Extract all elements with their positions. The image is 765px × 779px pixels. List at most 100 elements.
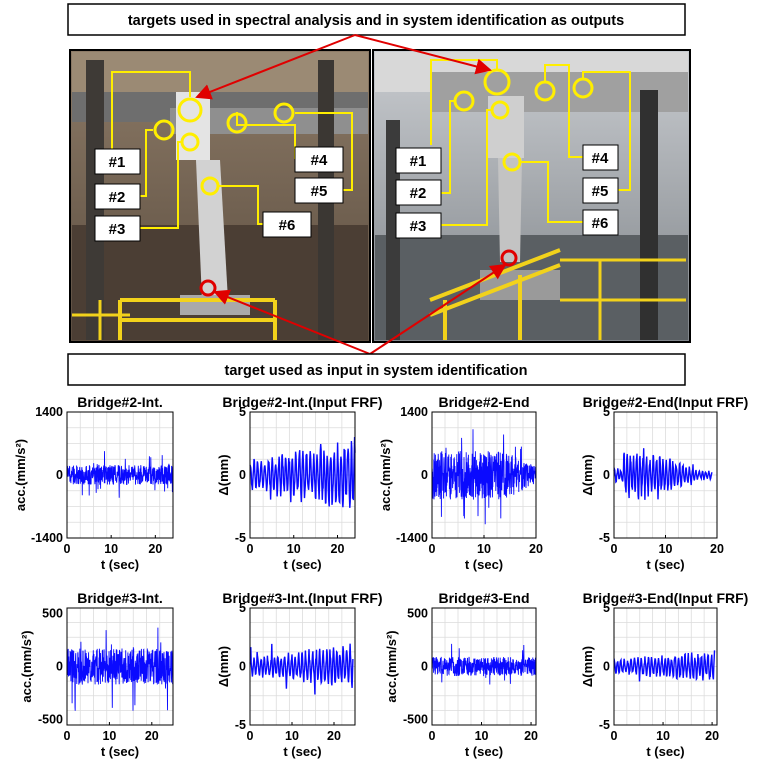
- chart-panel-4: Bridge#2-End(Input FRF)0 10 20t (sec)-505Δ…: [580, 394, 748, 572]
- photo-labels-left: #1 #2 #3 #4 #5 #6: [94, 146, 344, 242]
- callout-arrows: [195, 34, 507, 355]
- x-tick-label: 0: [611, 729, 618, 743]
- x-tick-label: 20: [524, 729, 538, 743]
- x-axis-label: t (sec): [646, 557, 684, 572]
- x-tick-label: 10: [656, 729, 670, 743]
- y-axis-label: acc.(mm/s²): [384, 630, 399, 702]
- x-tick-label: 0: [429, 729, 436, 743]
- signal-line: [249, 436, 356, 508]
- x-axis-label: t (sec): [283, 744, 321, 759]
- x-tick-label: 10: [659, 542, 673, 556]
- y-axis-label: acc.(mm/s²): [378, 439, 393, 511]
- y-tick-label: -5: [599, 718, 610, 732]
- y-tick-label: 5: [239, 405, 246, 419]
- chart-title: Bridge#3-Int.: [77, 590, 163, 606]
- x-tick-label: 0: [247, 542, 254, 556]
- y-tick-label: 500: [407, 606, 428, 620]
- x-tick-label: 10: [475, 729, 489, 743]
- axes-box: [249, 607, 356, 726]
- x-tick-label: 0: [64, 729, 71, 743]
- signal-line: [613, 448, 713, 500]
- y-tick-label: 0: [239, 660, 246, 674]
- label-1-right: #1: [410, 153, 427, 170]
- signal-line: [249, 643, 354, 695]
- y-tick-label: -5: [599, 531, 610, 545]
- signal-line: [613, 650, 716, 682]
- x-tick-label: 10: [287, 542, 301, 556]
- x-axis-label: t (sec): [646, 744, 684, 759]
- photo-labels-right: #1 #2 #3 #4 #5 #6: [395, 144, 619, 239]
- x-tick-label: 0: [611, 542, 618, 556]
- x-tick-label: 0: [64, 542, 71, 556]
- y-tick-label: 500: [42, 606, 63, 620]
- x-tick-label: 10: [104, 542, 118, 556]
- axes-box: [66, 607, 174, 726]
- y-tick-label: -500: [38, 713, 63, 727]
- signal-line: [431, 643, 537, 685]
- label-3-left: #3: [109, 221, 126, 238]
- chart-title: Bridge#3-End(Input FRF): [583, 590, 749, 606]
- y-tick-label: -5: [235, 531, 246, 545]
- label-6-left: #6: [279, 217, 296, 234]
- label-2-right: #2: [410, 185, 427, 202]
- chart-title: Bridge#2-Int.(Input FRF): [222, 394, 382, 410]
- label-4-left: #4: [311, 152, 328, 169]
- chart-panel-8: Bridge#3-End(Input FRF)0 10 20t (sec)-505Δ…: [580, 590, 748, 759]
- bottom-callout: target used as input in system identific…: [67, 353, 686, 386]
- x-tick-label: 20: [145, 729, 159, 743]
- y-axis-label: Δ(mm): [580, 454, 595, 495]
- y-tick-label: 0: [239, 468, 246, 482]
- y-axis-label: Δ(mm): [216, 646, 231, 687]
- top-callout: targets used in spectral analysis and in…: [67, 3, 686, 36]
- y-tick-label: 0: [56, 660, 63, 674]
- y-tick-label: 1400: [35, 405, 63, 419]
- signal-line: [431, 429, 537, 525]
- y-tick-label: -500: [403, 713, 428, 727]
- label-5-right: #5: [592, 183, 609, 200]
- y-tick-label: 0: [421, 468, 428, 482]
- bottom-callout-text: target used as input in system identific…: [225, 363, 528, 379]
- x-tick-label: 0: [429, 542, 436, 556]
- x-tick-label: 20: [148, 542, 162, 556]
- y-tick-label: 1400: [400, 405, 428, 419]
- label-2-left: #2: [109, 189, 126, 206]
- x-axis-label: t (sec): [465, 557, 503, 572]
- label-5-left: #5: [311, 183, 328, 200]
- axes-box: [66, 411, 174, 539]
- y-tick-label: -1400: [396, 531, 428, 545]
- label-3-right: #3: [410, 218, 427, 235]
- chart-panel-6: Bridge#3-Int.(Input FRF)0 10 20t (sec)-505…: [216, 590, 383, 759]
- y-tick-label: 0: [603, 660, 610, 674]
- x-tick-label: 20: [710, 542, 724, 556]
- chart-title: Bridge#3-End: [438, 590, 529, 606]
- x-tick-label: 20: [705, 729, 719, 743]
- top-callout-text: targets used in spectral analysis and in…: [128, 13, 624, 29]
- x-tick-label: 10: [285, 729, 299, 743]
- x-tick-label: 10: [477, 542, 491, 556]
- y-axis-label: Δ(mm): [216, 454, 231, 495]
- y-tick-label: 5: [239, 601, 246, 615]
- axes-box: [431, 607, 537, 726]
- label-6-right: #6: [592, 215, 609, 232]
- signal-line: [66, 451, 174, 498]
- x-axis-label: t (sec): [101, 744, 139, 759]
- y-tick-label: 5: [603, 405, 610, 419]
- y-tick-label: 0: [56, 468, 63, 482]
- x-tick-label: 0: [247, 729, 254, 743]
- y-tick-label: 0: [603, 468, 610, 482]
- chart-panel-1: Bridge#2-Int.0 10 20t (sec)-140001400acc.(…: [13, 394, 174, 572]
- y-tick-label: 5: [603, 601, 610, 615]
- x-axis-label: t (sec): [465, 744, 503, 759]
- y-tick-label: -5: [235, 718, 246, 732]
- chart-title: Bridge#2-End(Input FRF): [583, 394, 749, 410]
- chart-title: Bridge#2-End: [438, 394, 529, 410]
- chart-title: Bridge#2-Int.: [77, 394, 163, 410]
- y-axis-label: acc.(mm/s²): [13, 439, 28, 511]
- label-1-left: #1: [109, 154, 126, 171]
- chart-panel-2: Bridge#2-Int.(Input FRF)0 10 20t (sec)-505…: [216, 394, 383, 572]
- x-tick-label: 20: [327, 729, 341, 743]
- y-axis-label: Δ(mm): [580, 646, 595, 687]
